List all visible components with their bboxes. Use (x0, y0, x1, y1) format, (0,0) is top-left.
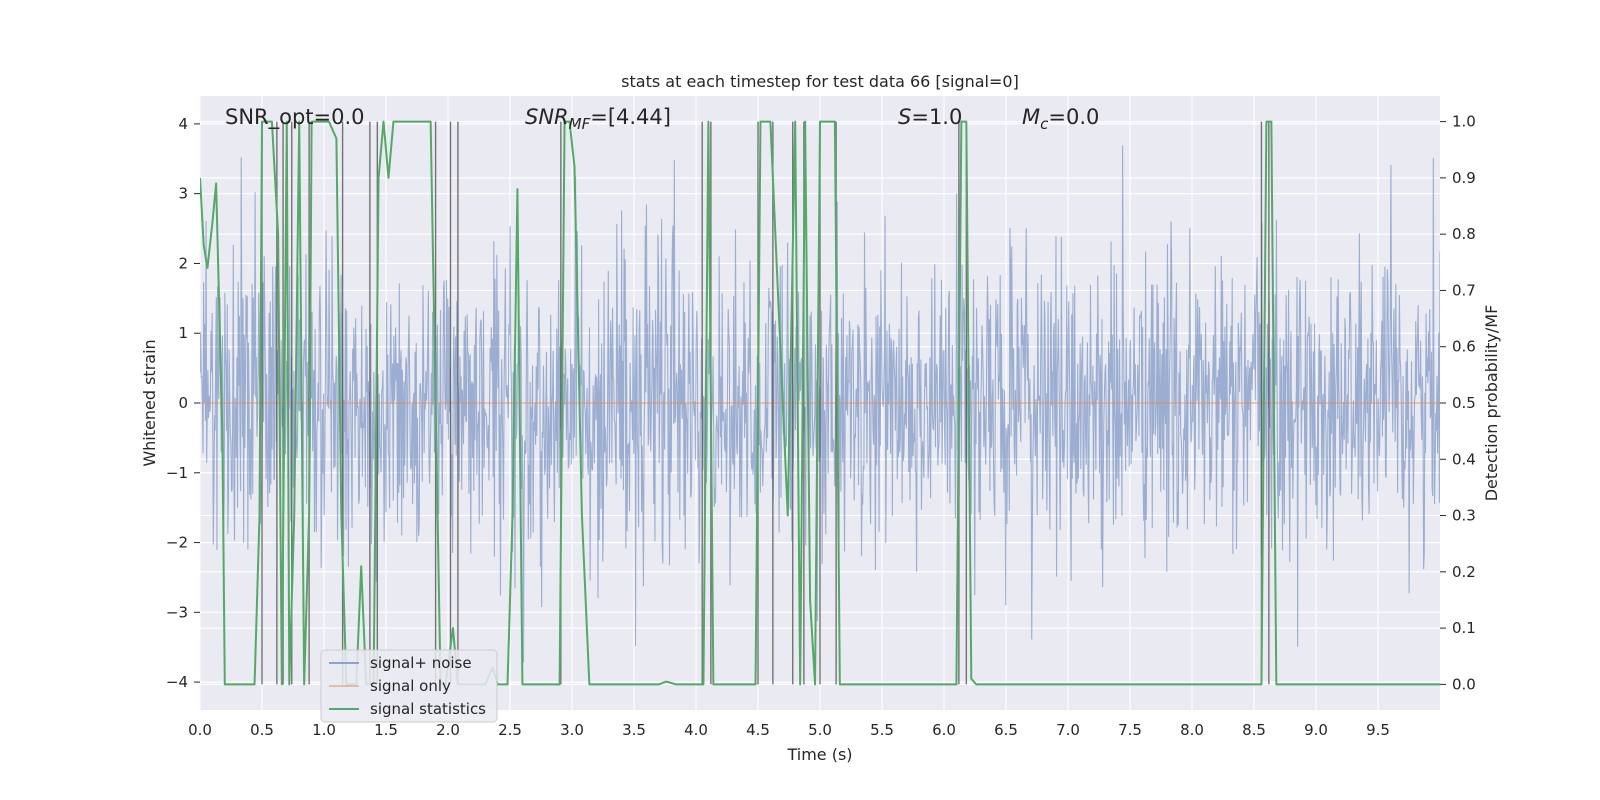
x-tick-label: 0.5 (250, 721, 274, 739)
x-tick-label: 7.0 (1056, 721, 1080, 739)
y-right-tick-label: 0.7 (1452, 281, 1476, 299)
y-right-axis-label: Detection probability/MF (1482, 305, 1501, 502)
y-right-tick-label: 0.3 (1452, 507, 1476, 525)
legend: signal+ noise signal only signal statist… (320, 649, 498, 723)
legend-label-signal-noise: signal+ noise (370, 654, 472, 672)
y-tick-label: −4 (166, 673, 188, 691)
y-axis-label: Whitened strain (140, 339, 159, 466)
y-tick-label: −2 (166, 534, 188, 552)
annotation-mc: Mc=0.0 (1022, 105, 1099, 133)
annotation-s-main: S (898, 105, 911, 129)
legend-label-signal-only: signal only (370, 677, 451, 695)
x-axis-label: Time (s) (786, 745, 852, 764)
y-tick-label: 3 (178, 185, 188, 203)
y-tick-label: 0 (178, 394, 188, 412)
series-signal-statistics (200, 120, 1440, 686)
x-tick-label: 3.5 (622, 721, 646, 739)
x-tick-label: 8.5 (1242, 721, 1266, 739)
y-right-tick-label: 0.2 (1452, 563, 1476, 581)
y-right-axis-ticks: 1.0 0.9 0.8 0.7 0.6 0.5 0.4 0.3 0.2 0.1 0.0 (1440, 113, 1476, 693)
annotation-s-value: =1.0 (911, 105, 962, 129)
x-tick-label: 6.0 (932, 721, 956, 739)
y-tick-label: 4 (178, 115, 188, 133)
x-tick-label: 1.5 (374, 721, 398, 739)
x-tick-label: 3.0 (560, 721, 584, 739)
x-tick-label: 2.5 (498, 721, 522, 739)
y-right-tick-label: 1.0 (1452, 113, 1476, 131)
x-tick-label: 6.5 (994, 721, 1018, 739)
annotation-mc-sub: c (1040, 115, 1049, 133)
y-axis-ticks: 4 3 2 1 0 −1 −2 −3 −4 (166, 115, 200, 691)
x-tick-label: 5.5 (870, 721, 894, 739)
annotation-snr-mf: SNRMF=[4.44] (525, 105, 671, 133)
x-tick-label: 2.0 (436, 721, 460, 739)
y-right-tick-label: 0.0 (1452, 675, 1476, 693)
annotation-snr-mf-value: =[4.44] (590, 105, 671, 129)
annotations: SNR_opt=0.0 SNRMF=[4.44] S=1.0 Mc=0.0 (225, 105, 1099, 133)
y-right-tick-label: 0.5 (1452, 394, 1476, 412)
legend-label-signal-statistics: signal statistics (370, 700, 486, 718)
annotation-mc-value: =0.0 (1048, 105, 1099, 129)
x-tick-label: 7.5 (1118, 721, 1142, 739)
y-right-tick-label: 0.6 (1452, 338, 1476, 356)
y-tick-label: −1 (166, 464, 188, 482)
annotation-snr-mf-sub: MF (569, 115, 591, 133)
y-tick-label: 1 (178, 324, 188, 342)
x-tick-label: 1.0 (312, 721, 336, 739)
y-right-tick-label: 0.8 (1452, 225, 1476, 243)
y-right-tick-label: 0.1 (1452, 619, 1476, 637)
legend-box (320, 649, 498, 723)
y-right-tick-label: 0.4 (1452, 450, 1476, 468)
x-tick-label: 4.5 (746, 721, 770, 739)
annotation-s: S=1.0 (898, 105, 962, 129)
x-tick-label: 8.0 (1180, 721, 1204, 739)
annotation-mc-main: M (1022, 105, 1040, 129)
x-tick-label: 9.5 (1366, 721, 1390, 739)
chart-title: stats at each timestep for test data 66 … (621, 72, 1019, 91)
y-right-tick-label: 0.9 (1452, 169, 1476, 187)
x-axis-ticks: 0.0 0.5 1.0 1.5 2.0 2.5 3.0 3.5 4.0 4.5 5.0 5.5 6.0 6… (188, 721, 1390, 739)
x-tick-label: 9.0 (1304, 721, 1328, 739)
x-tick-label: 0.0 (188, 721, 212, 739)
x-tick-label: 4.0 (684, 721, 708, 739)
y-tick-label: −3 (166, 603, 188, 621)
annotation-snr-opt: SNR_opt=0.0 (225, 105, 365, 130)
y-tick-label: 2 (178, 254, 188, 272)
annotation-snr-mf-main: SNR (525, 105, 569, 129)
x-tick-label: 5.0 (808, 721, 832, 739)
signal-statistics-line (200, 120, 1440, 686)
